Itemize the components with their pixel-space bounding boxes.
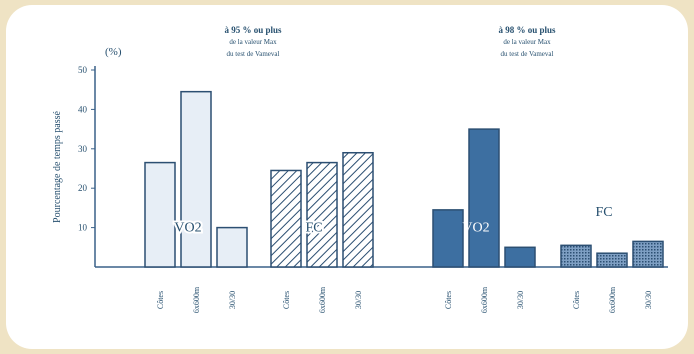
y-tick-label: 40 [78,104,88,114]
y-axis-unit: (%) [105,46,122,58]
bar [468,128,500,268]
group-label: VO2 [462,221,489,236]
panel-title-line: de la valeur Max [503,38,551,46]
bar [342,151,374,268]
panel-title-line: à 98 % ou plus [498,25,556,35]
panel-title-line: du test de Vameval [227,50,280,58]
panel-title-line: de la valeur Max [229,38,277,46]
y-tick-label: 50 [78,65,88,75]
x-tick-label: 6x600m [318,286,327,313]
bar [306,161,338,268]
y-axis-label: Pourcentage de temps passé [52,110,63,222]
x-tick-label: 30/30 [354,291,363,309]
x-tick-label: 6x600m [608,286,617,313]
bar [560,244,592,268]
x-tick-label: Côtes [156,291,165,309]
bar [432,209,464,268]
x-tick-label: 30/30 [516,291,525,309]
group-label: FC [595,205,612,220]
x-tick-label: Côtes [572,291,581,309]
bar [270,169,302,268]
bar [144,161,176,268]
bar [180,90,212,268]
x-tick-label: 6x600m [480,286,489,313]
y-tick-label: 10 [78,223,88,233]
bar [504,246,536,268]
group-label: FC [305,221,322,236]
panel-title-line: du test de Vameval [501,50,554,58]
x-tick-label: Côtes [444,291,453,309]
x-tick-label: 30/30 [228,291,237,309]
x-tick-label: 30/30 [644,291,653,309]
x-tick-label: Côtes [282,291,291,309]
x-tick-label: 6x600m [192,286,201,313]
y-tick-label: 30 [78,144,88,154]
y-tick-label: 20 [78,183,88,193]
bar [596,252,628,268]
group-label: VO2 [174,221,201,236]
panel-title-line: à 95 % ou plus [224,25,282,35]
bar [632,240,664,268]
bar [216,226,248,268]
